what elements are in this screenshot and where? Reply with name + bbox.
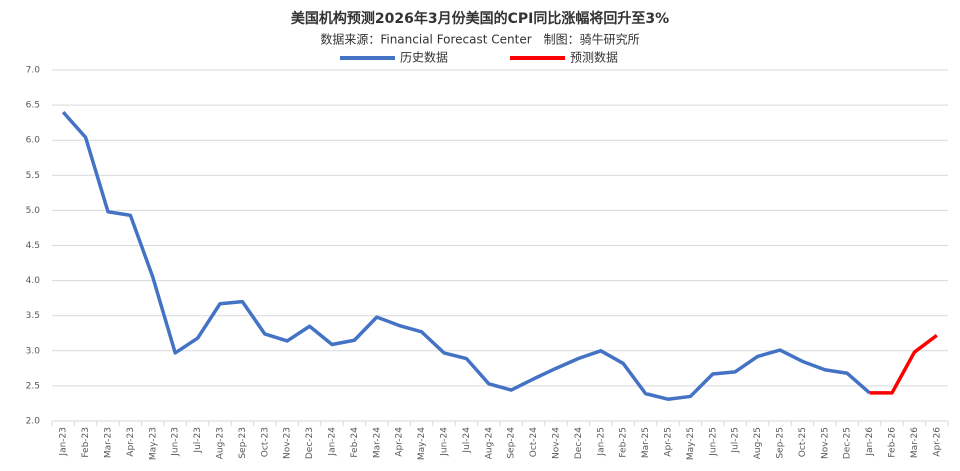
y-tick-label: 5.5 (26, 171, 40, 181)
x-tick-label: Dec-25 (843, 427, 853, 459)
x-tick-label: Apr-24 (395, 427, 405, 457)
y-tick-label: 7.0 (26, 66, 41, 76)
x-tick-label: Oct-23 (260, 427, 270, 457)
x-tick-label: Jan-24 (328, 427, 338, 457)
x-tick-label: Feb-24 (350, 427, 360, 458)
x-tick-label: Jun-24 (440, 427, 450, 457)
x-tick-label: Mar-26 (910, 427, 920, 458)
y-tick-label: 3.0 (26, 346, 41, 356)
x-tick-label: Nov-24 (552, 427, 562, 459)
x-tick-label: Feb-26 (888, 427, 898, 458)
x-tick-label: Mar-23 (104, 427, 114, 458)
x-tick-label: Jun-23 (171, 427, 181, 457)
x-tick-label: Feb-23 (81, 427, 91, 458)
x-tick-label: Jun-25 (708, 427, 718, 457)
x-tick-label: Jan-25 (596, 427, 606, 457)
x-tick-label: Jul-24 (462, 427, 472, 454)
x-tick-label: Aug-24 (484, 427, 494, 460)
x-tick-label: Jan-23 (59, 427, 69, 457)
x-tick-label: May-24 (417, 427, 427, 460)
data-line (61, 110, 871, 401)
x-tick-label: Nov-25 (820, 427, 830, 459)
x-tick-label: Jan-26 (865, 427, 875, 457)
x-tick-label: Jul-25 (731, 427, 741, 454)
x-tick-label: Jul-23 (193, 427, 203, 454)
x-tick-label: Feb-25 (619, 427, 629, 458)
x-tick-label: Apr-23 (126, 427, 136, 457)
y-tick-label: 4.0 (26, 276, 41, 286)
y-tick-label: 5.0 (26, 206, 41, 216)
y-tick-label: 4.5 (26, 241, 40, 251)
chart-subtitle: 数据来源：Financial Forecast Center 制图：骑牛研究所 (320, 32, 639, 47)
x-tick-label: Oct-25 (798, 427, 808, 457)
legend-label: 历史数据 (400, 50, 448, 65)
x-tick-label: Apr-25 (664, 427, 674, 457)
x-tick-label: Sep-24 (507, 427, 517, 459)
x-tick-label: Sep-23 (238, 427, 248, 459)
x-tick-label: Aug-25 (753, 427, 763, 459)
x-tick-label: Sep-25 (776, 427, 786, 459)
x-tick-label: Mar-25 (641, 427, 651, 458)
y-tick-label: 6.0 (26, 136, 41, 146)
chart-title: 美国机构预测2026年3月份美国的CPI同比涨幅将回升至3% (291, 10, 669, 27)
x-tick-label: Dec-24 (574, 427, 584, 459)
x-tick-label: May-23 (148, 427, 158, 460)
y-tick-label: 6.5 (26, 101, 40, 111)
y-tick-label: 2.5 (26, 381, 40, 391)
x-tick-label: Apr-26 (932, 427, 942, 457)
y-tick-label: 3.5 (26, 311, 40, 321)
x-tick-label: Dec-23 (305, 427, 315, 459)
x-tick-label: Nov-23 (283, 427, 293, 459)
y-tick-label: 2.0 (26, 417, 41, 427)
x-tick-label: Aug-23 (216, 427, 226, 459)
data-line (869, 333, 938, 395)
legend-label: 预测数据 (570, 50, 618, 65)
x-tick-label: May-25 (686, 427, 696, 460)
x-tick-label: Oct-24 (529, 427, 539, 458)
x-tick-label: Mar-24 (372, 427, 382, 458)
